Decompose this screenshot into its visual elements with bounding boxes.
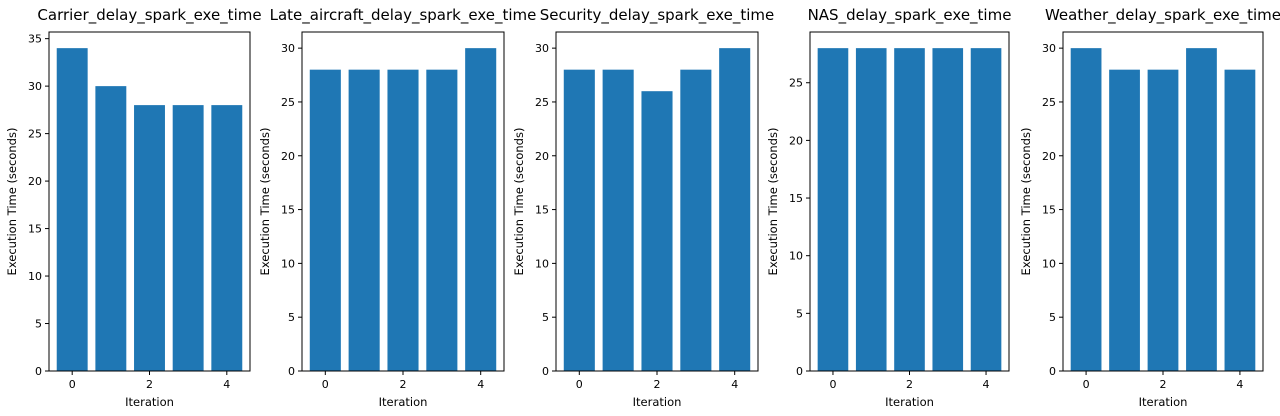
y-axis-label: Execution Time (seconds) xyxy=(258,128,272,276)
x-tick-label: 4 xyxy=(477,378,484,391)
x-tick-label: 4 xyxy=(983,378,990,391)
bar xyxy=(932,48,964,372)
x-tick-label: 2 xyxy=(654,378,661,391)
chart-panel-1: 0 5 10 15 20 25 30 0 2 4 Late_aircraft_delay_spark… xyxy=(258,6,536,409)
y-tick-label: 25 xyxy=(281,96,295,109)
bar xyxy=(1070,48,1102,372)
y-tick-label: 0 xyxy=(35,365,42,378)
y-tick-label: 35 xyxy=(28,33,42,46)
chart-panel-4: 0 5 10 15 20 25 30 0 2 4 Weather_delay_spark_exe_t… xyxy=(1019,6,1280,409)
y-tick-label: 5 xyxy=(542,311,549,324)
bar xyxy=(970,48,1002,372)
y-tick-label: 15 xyxy=(789,192,803,205)
y-tick-label: 0 xyxy=(542,365,549,378)
y-axis-label: Execution Time (seconds) xyxy=(1019,128,1033,276)
bar xyxy=(680,69,712,372)
y-tick-label: 0 xyxy=(796,365,803,378)
chart-title: Late_aircraft_delay_spark_exe_time xyxy=(270,6,537,25)
y-tick-label: 30 xyxy=(281,42,295,55)
x-axis-label: Iteration xyxy=(1139,395,1188,409)
chart-panel-2: 0 5 10 15 20 25 30 0 2 4 Security_delay_spark_exe_… xyxy=(512,6,774,409)
x-axis-label: Iteration xyxy=(885,395,934,409)
bar xyxy=(855,48,887,372)
y-axis-label: Execution Time (seconds) xyxy=(766,128,780,276)
y-tick-label: 5 xyxy=(796,307,803,320)
y-axis-label: Execution Time (seconds) xyxy=(5,128,19,276)
y-tick-label: 30 xyxy=(28,80,42,93)
bar xyxy=(641,91,673,371)
x-tick-label: 4 xyxy=(223,378,230,391)
y-tick-label: 30 xyxy=(1042,42,1056,55)
x-axis-label: Iteration xyxy=(633,395,682,409)
y-tick-label: 5 xyxy=(288,311,295,324)
bar xyxy=(387,69,419,372)
bar xyxy=(1109,69,1140,372)
y-tick-label: 15 xyxy=(535,204,549,217)
y-tick-label: 10 xyxy=(281,257,295,270)
x-tick-label: 2 xyxy=(146,378,153,391)
y-tick-label: 5 xyxy=(1049,311,1056,324)
chart-title: Security_delay_spark_exe_time xyxy=(540,6,774,25)
bar xyxy=(426,69,458,372)
bar xyxy=(719,48,751,372)
chart-title: Carrier_delay_spark_exe_time xyxy=(37,6,261,25)
y-tick-label: 25 xyxy=(1042,96,1056,109)
y-tick-label: 10 xyxy=(535,257,549,270)
bar xyxy=(894,48,925,372)
x-tick-label: 4 xyxy=(1236,378,1243,391)
x-tick-label: 2 xyxy=(400,378,407,391)
y-tick-label: 10 xyxy=(789,250,803,263)
bar xyxy=(309,69,341,372)
y-tick-label: 20 xyxy=(1042,150,1056,163)
bar xyxy=(1147,69,1179,372)
bar xyxy=(817,48,849,372)
bar xyxy=(95,86,127,372)
bar xyxy=(1186,48,1217,372)
y-tick-label: 10 xyxy=(1042,257,1056,270)
x-tick-label: 0 xyxy=(69,378,76,391)
x-axis-label: Iteration xyxy=(125,395,174,409)
bar xyxy=(134,105,165,371)
bar xyxy=(211,105,243,371)
x-tick-label: 0 xyxy=(322,378,329,391)
y-tick-label: 25 xyxy=(789,77,803,90)
bar xyxy=(602,69,634,372)
x-tick-label: 4 xyxy=(731,378,738,391)
chart-title: Weather_delay_spark_exe_time xyxy=(1045,6,1280,25)
x-axis-label: Iteration xyxy=(379,395,428,409)
chart-panel-3: 0 5 10 15 20 25 0 2 4 NAS_delay_spark_exe_time Ite… xyxy=(766,6,1011,409)
y-tick-label: 20 xyxy=(789,134,803,147)
y-tick-label: 20 xyxy=(28,175,42,188)
y-tick-label: 20 xyxy=(281,150,295,163)
y-tick-label: 10 xyxy=(28,270,42,283)
y-tick-label: 15 xyxy=(28,223,42,236)
y-tick-label: 20 xyxy=(535,150,549,163)
x-tick-label: 2 xyxy=(906,378,913,391)
y-tick-label: 30 xyxy=(535,42,549,55)
bar xyxy=(465,48,497,372)
y-tick-label: 25 xyxy=(28,128,42,141)
y-tick-label: 25 xyxy=(535,96,549,109)
bar xyxy=(563,69,595,372)
chart-panel-0: 0 5 10 15 20 25 30 35 0 2 4 Carrier_delay_spark_exe… xyxy=(5,6,262,409)
x-tick-label: 0 xyxy=(1083,378,1090,391)
x-tick-label: 2 xyxy=(1160,378,1167,391)
bar xyxy=(1224,69,1256,372)
y-tick-label: 0 xyxy=(288,365,295,378)
x-tick-label: 0 xyxy=(576,378,583,391)
bar xyxy=(172,105,204,371)
y-tick-label: 5 xyxy=(35,318,42,331)
chart-title: NAS_delay_spark_exe_time xyxy=(808,6,1012,25)
y-axis-label: Execution Time (seconds) xyxy=(512,128,526,276)
bar xyxy=(348,69,380,372)
bar xyxy=(56,48,88,372)
x-tick-label: 0 xyxy=(829,378,836,391)
y-tick-label: 15 xyxy=(1042,204,1056,217)
y-tick-label: 0 xyxy=(1049,365,1056,378)
y-tick-label: 15 xyxy=(281,204,295,217)
